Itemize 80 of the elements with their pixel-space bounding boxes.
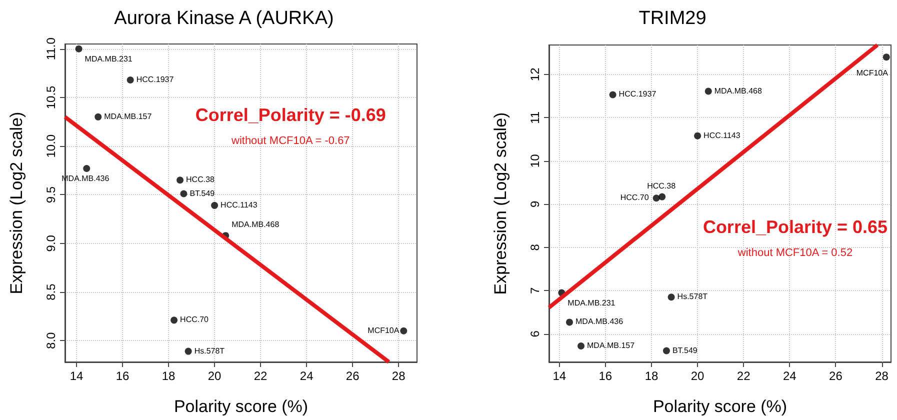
annotation: Correl_Polarity = -0.69 [195, 105, 386, 126]
x-tick-label: 28 [392, 369, 406, 383]
point [400, 327, 408, 334]
x-tick-label: 18 [644, 369, 658, 383]
point [609, 91, 616, 98]
annotation: Hs.578T [194, 346, 225, 356]
y-tick-label: 9.0 [44, 234, 58, 252]
point [704, 88, 712, 95]
y-tick-label: 10.0 [44, 134, 58, 158]
annotation: MDA.MB.157 [104, 112, 152, 121]
point [566, 318, 573, 326]
annotation: HCC.1143 [220, 200, 258, 210]
annotation: HCC.70 [620, 193, 650, 202]
y-axis-title: Expression (Log2 scale) [7, 112, 26, 294]
y-tick-label: 9.5 [44, 186, 58, 204]
y-tick-label: 12 [528, 67, 542, 82]
point [75, 45, 82, 52]
annotation: without MCF10A = -0.67 [230, 135, 350, 148]
annotation: MDA.MB.231 [568, 298, 616, 308]
x-tick-label: 22 [254, 369, 268, 383]
annotation: MCF10A [368, 326, 400, 335]
x-axis-title: Polarity score (%) [652, 397, 788, 416]
point [211, 202, 218, 209]
point [694, 132, 702, 140]
chart-title: Aurora Kinase A (AURKA) [114, 8, 334, 29]
point [170, 316, 178, 324]
y-tick-label: 8.5 [44, 283, 58, 300]
annotation: HCC.1937 [618, 90, 657, 99]
point [83, 164, 90, 172]
x-tick-label: 26 [829, 369, 843, 383]
point [882, 54, 890, 61]
y-tick-label: 9 [528, 200, 542, 208]
annotation: MDA.MB.436 [575, 317, 624, 326]
y-tick-label: 10.5 [44, 85, 58, 110]
annotation: MDA.MB.231 [84, 54, 133, 64]
x-tick-label: 28 [875, 369, 889, 383]
x-tick-label: 14 [70, 369, 84, 383]
y-tick-label: 8 [528, 244, 542, 251]
y-tick-label: 10 [528, 154, 542, 168]
y-tick-label: 7 [528, 286, 542, 294]
x-tick-label: 16 [116, 369, 130, 383]
x-axis-title: Polarity score (%) [174, 397, 308, 416]
x-tick-label: 18 [162, 369, 176, 383]
annotation: HCC.70 [180, 315, 210, 324]
x-tick-label: 20 [208, 369, 222, 383]
x-tick-label: 16 [598, 369, 612, 383]
point [658, 193, 666, 200]
x-tick-label: 26 [346, 369, 360, 383]
point [578, 342, 585, 350]
x-tick-label: 24 [782, 369, 797, 383]
annotation: HCC.1143 [704, 130, 741, 140]
annotation: MDA.MB.468 [232, 220, 280, 230]
x-tick-label: 24 [300, 369, 314, 383]
y-tick-label: 6 [528, 330, 542, 338]
annotation: without MCF10A = 0.52 [736, 247, 853, 259]
annotation: HCC.38 [647, 181, 676, 190]
annotation: MCF10A [856, 68, 889, 78]
annotation: HCC.38 [186, 175, 216, 184]
annotation: BT.549 [672, 346, 698, 355]
point [662, 347, 670, 354]
y-tick-label: 11 [528, 111, 542, 124]
y-tick-label: 11.0 [44, 37, 58, 60]
annotation: BT.549 [190, 188, 216, 198]
point [126, 76, 134, 84]
annotation: MDA.MB.157 [587, 341, 636, 350]
x-tick-label: 14 [552, 369, 566, 383]
annotation: HCC.1937 [136, 74, 174, 84]
y-axis-title: Expression (Log2 scale) [491, 112, 510, 295]
point [94, 113, 102, 120]
point [180, 190, 188, 198]
annotation: MDA.MB.468 [714, 86, 762, 96]
x-tick-label: 20 [690, 369, 705, 383]
point [176, 176, 184, 184]
y-tick-label: 8.0 [44, 332, 58, 349]
annotation: Hs.578T [677, 292, 708, 302]
point [184, 348, 192, 355]
x-tick-label: 22 [736, 369, 751, 383]
chart-title: TRIM29 [638, 8, 706, 29]
annotation: Correl_Polarity = 0.65 [702, 217, 888, 237]
point [668, 294, 675, 301]
